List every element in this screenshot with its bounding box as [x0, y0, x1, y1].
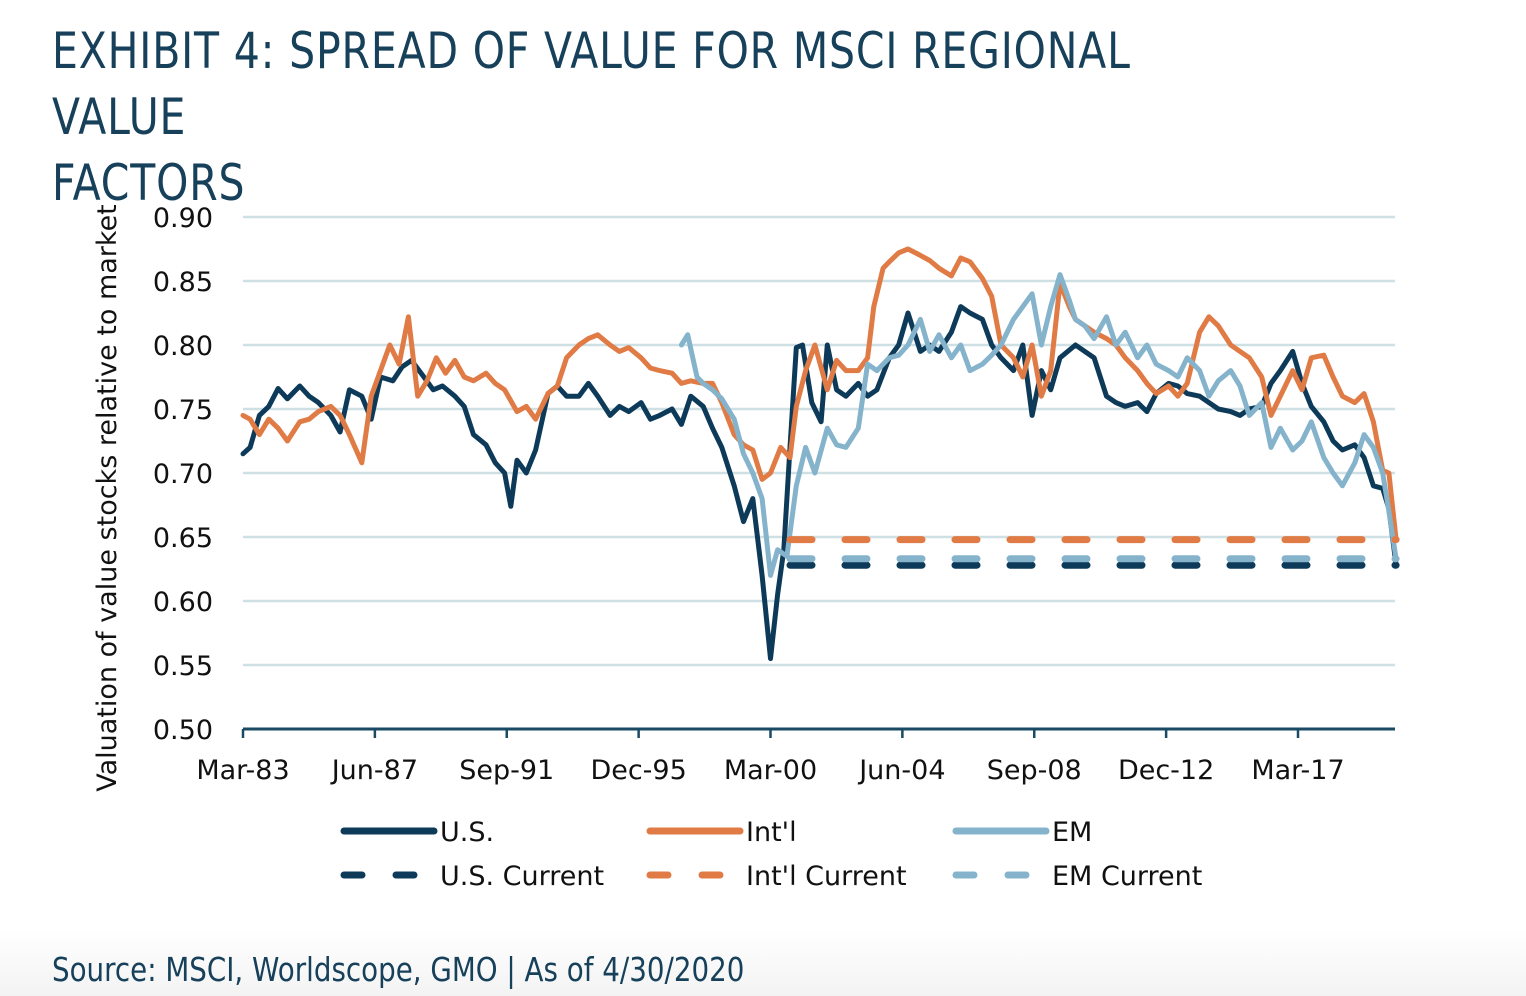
chart-title-line-1: EXHIBIT 4: SPREAD OF VALUE FOR MSCI REGI… — [52, 22, 1131, 146]
y-tick-label: 0.70 — [153, 459, 213, 490]
series-lines — [240, 246, 1400, 662]
legend-label: Int'l — [746, 817, 797, 848]
chart-title: EXHIBIT 4: SPREAD OF VALUE FOR MSCI REGI… — [52, 18, 1233, 216]
y-tick-label: 0.60 — [153, 587, 213, 618]
y-tick-label: 0.55 — [153, 651, 213, 682]
x-tick-label: Dec-95 — [590, 755, 686, 786]
legend-label: EM Current — [1052, 861, 1202, 892]
x-tick-label: Sep-91 — [459, 755, 554, 786]
source-note: Source: MSCI, Worldscope, GMO | As of 4/… — [52, 950, 745, 989]
legend: U.S. Int'l EM U.S. Current Int'l Current EM C… — [340, 817, 1202, 892]
x-tick-label: Mar-00 — [724, 755, 817, 786]
y-tick-label: 0.75 — [153, 395, 213, 426]
legend-item: U.S. Current — [340, 861, 604, 892]
legend-label: U.S. — [440, 817, 494, 848]
legend-label: Int'l Current — [746, 861, 907, 892]
y-tick-label: 0.85 — [153, 267, 213, 298]
legend-item: EM — [952, 817, 1092, 848]
x-tick-label: Mar-83 — [196, 755, 289, 786]
x-tick-label: Jun-04 — [857, 755, 945, 786]
footer-background — [0, 930, 1526, 996]
legend-label: EM — [1052, 817, 1092, 848]
x-tick-label: Jun-87 — [330, 755, 418, 786]
legend-item: U.S. — [340, 817, 494, 848]
y-tick-label: 0.80 — [153, 331, 213, 362]
legend-label: U.S. Current — [440, 861, 604, 892]
y-tick-label: 0.90 — [153, 203, 213, 234]
series-em — [678, 272, 1399, 578]
legend-item: EM Current — [952, 861, 1202, 892]
legend-item: Int'l — [646, 817, 797, 848]
y-axis-label: Valuation of value stocks relative to ma… — [92, 204, 123, 792]
x-tick-label: Dec-12 — [1118, 755, 1214, 786]
y-axis-ticks: 0.50 0.55 0.60 0.65 0.70 0.75 0.80 0.85 0.90 — [153, 203, 213, 746]
y-tick-label: 0.50 — [153, 715, 213, 746]
x-tick-label: Mar-17 — [1251, 755, 1344, 786]
series-int-l — [240, 246, 1399, 543]
gridlines — [243, 215, 1395, 667]
legend-item: Int'l Current — [646, 861, 907, 892]
x-tick-label: Sep-08 — [987, 755, 1082, 786]
line-chart: 0.50 0.55 0.60 0.65 0.70 0.75 0.80 0.85 0.90 Val… — [92, 203, 1400, 892]
chart-title-line-2: FACTORS — [52, 154, 246, 212]
x-axis: Mar-83 Jun-87 Sep-91 Dec-95 Mar-00 Jun-04 Sep-… — [196, 727, 1395, 786]
y-tick-label: 0.65 — [153, 523, 213, 554]
